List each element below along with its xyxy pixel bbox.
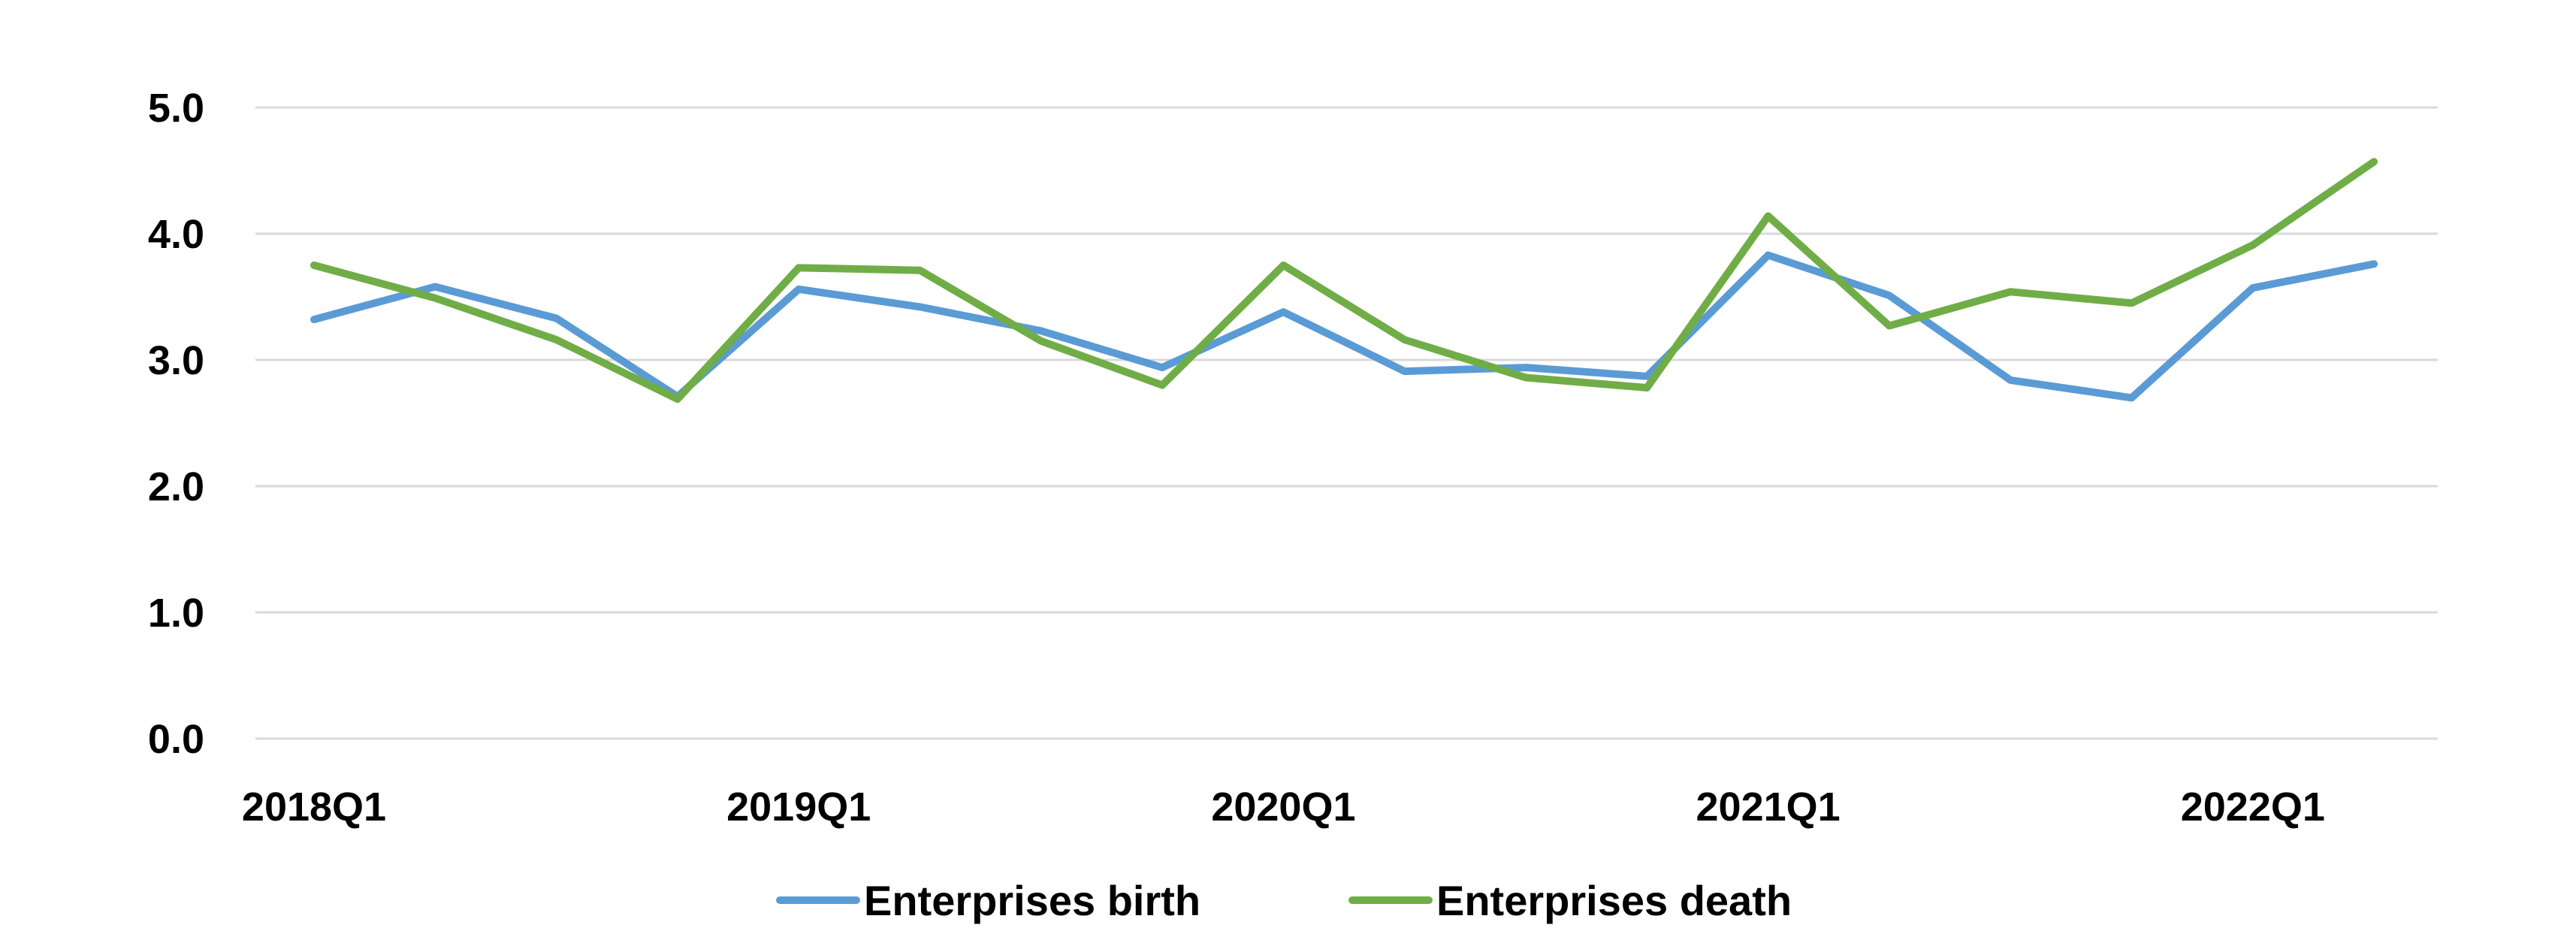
- y-tick-label: 3.0: [148, 338, 204, 383]
- legend: Enterprises birth Enterprises death: [776, 877, 1792, 924]
- y-tick-label: 2.0: [148, 464, 204, 509]
- y-tick-label: 0.0: [148, 717, 204, 762]
- x-axis-tick-labels: 2018Q1 2019Q1 2020Q1 2021Q1 2022Q1: [242, 784, 2325, 830]
- gridlines: [255, 106, 2438, 740]
- legend-label: Enterprises death: [1436, 877, 1792, 924]
- legend-label: Enterprises birth: [864, 877, 1200, 924]
- x-tick-label: 2022Q1: [2181, 784, 2325, 830]
- x-tick-label: 2020Q1: [1211, 784, 1355, 830]
- series-line-enterprises-birth: [310, 251, 2378, 402]
- y-axis-tick-labels: 0.0 1.0 2.0 3.0 4.0 5.0: [148, 86, 204, 762]
- y-tick-label: 4.0: [148, 212, 204, 257]
- x-tick-label: 2021Q1: [1696, 784, 1841, 830]
- series-lines: [310, 158, 2378, 404]
- x-tick-label: 2019Q1: [726, 784, 871, 830]
- x-tick-label: 2018Q1: [242, 784, 386, 830]
- y-tick-label: 1.0: [148, 591, 204, 636]
- series-line-enterprises-death: [310, 158, 2378, 404]
- y-tick-label: 5.0: [148, 86, 204, 131]
